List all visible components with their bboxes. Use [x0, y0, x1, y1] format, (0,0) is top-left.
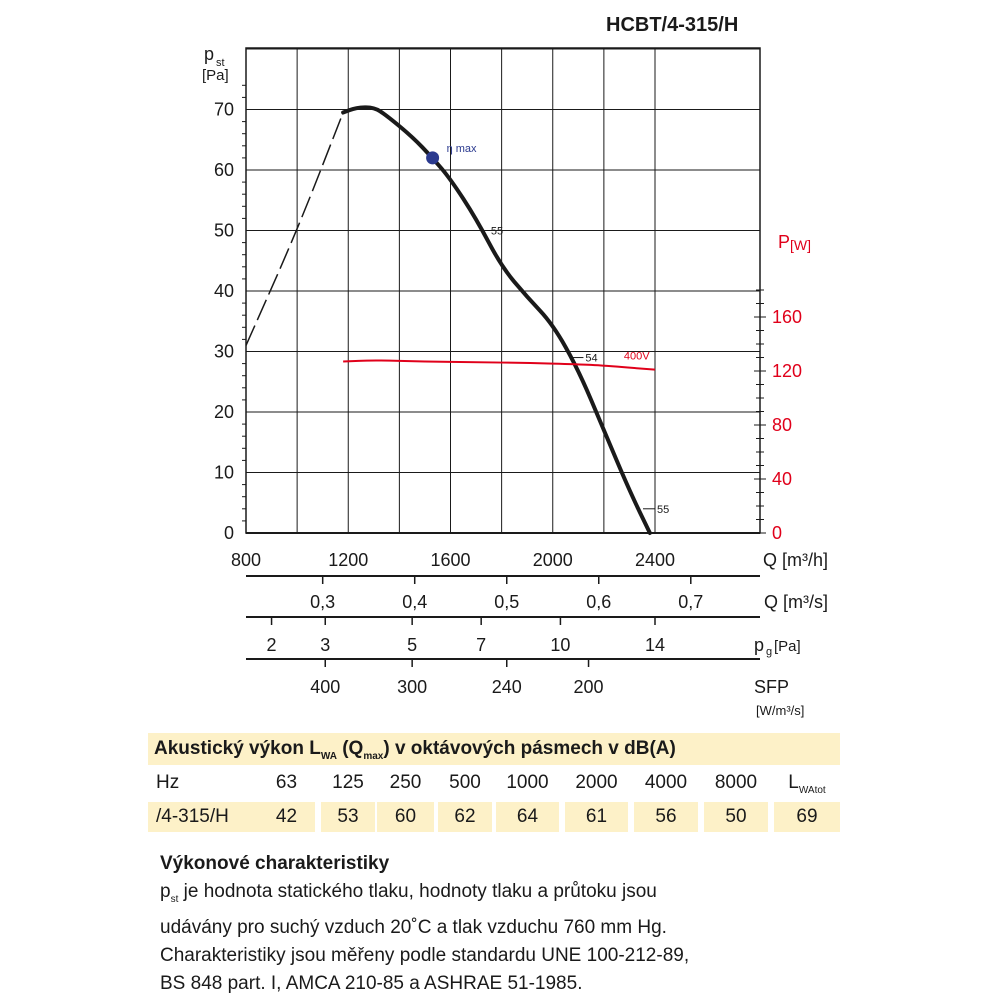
y-right-tick-label: 160: [772, 307, 802, 327]
band-value: 62: [438, 802, 492, 832]
secondary-scale-unit-sub: g: [766, 646, 772, 658]
model-title: HCBT/4-315/H: [606, 14, 739, 36]
hz-label: Hz: [156, 772, 180, 793]
eta-max-label: η max: [447, 143, 477, 155]
secondary-scale-label: 300: [397, 677, 427, 697]
chart-ticks: 0 10 20 30 40 50 60 70 p st[Pa] 0 40 80 120 160 P [W] 800…: [202, 44, 828, 570]
acoustic-value-row: /4-315/H 42 53 60 62 64 61 56 50 69: [148, 802, 840, 832]
description-line-2: udávány pro suchý vzduch 20˚C a tlak vzd…: [160, 916, 667, 938]
secondary-scale-label: 2: [267, 635, 277, 655]
band-1000: 1000: [506, 772, 549, 793]
description-line-1: pst je hodnota statického tlaku, hodnoty…: [160, 881, 657, 905]
y-left-tick-label: 70: [214, 100, 234, 120]
y-right-tick-label: 120: [772, 361, 802, 381]
acoustic-header-row: Hz 63 125 250 500 1000 2000 4000 8000 LWAtot: [148, 768, 840, 798]
row-label: /4-315/H: [148, 802, 258, 832]
secondary-scale-unit2: [W/m³/s]: [756, 703, 804, 718]
y-right-tick-label: 40: [772, 469, 792, 489]
band-value: 50: [704, 802, 768, 832]
x-tick-label: 800: [231, 550, 261, 570]
y-left-unit: [Pa]: [202, 67, 229, 84]
eta-max-marker: [426, 151, 440, 165]
y-left-tick-label: 30: [214, 342, 234, 362]
y-right-tick-label: 80: [772, 415, 792, 435]
y-right-label: P: [778, 232, 790, 252]
band-value: 42: [258, 802, 315, 832]
band-value: 53: [321, 802, 375, 832]
y-left-label: p: [204, 44, 214, 64]
description-line-3: Charakteristiky jsou měřeny podle standa…: [160, 944, 690, 966]
annotation-label: 55: [491, 226, 503, 238]
secondary-scale-label: 5: [407, 635, 417, 655]
secondary-scale-unit-rest: [Pa]: [774, 638, 801, 655]
annotation-label: 55: [657, 504, 669, 516]
description-heading: Výkonové charakteristiky: [160, 853, 390, 874]
secondary-scale-unit: SFP: [754, 677, 789, 697]
band-125: 125: [332, 772, 364, 793]
power-curve-label: 400V: [624, 351, 650, 363]
x-tick-label: 2000: [533, 550, 573, 570]
band-8000: 8000: [714, 772, 758, 793]
secondary-scale-label: 0,3: [310, 592, 335, 612]
band-value: 61: [565, 802, 628, 832]
secondary-scale-label: 0,7: [678, 592, 703, 612]
band-63: 63: [275, 772, 298, 793]
y-left-tick-label: 50: [214, 221, 234, 241]
description-line-4: BS 848 part. I, AMCA 210-85 a ASHRAE 51-…: [160, 972, 583, 994]
band-value: 69: [774, 802, 840, 832]
x-tick-label: 1600: [430, 550, 470, 570]
secondary-scales: 0,3 0,4 0,5 0,6 0,7 Q [m³/s] 2 3 5 7 10 14 p g [Pa] 400…: [246, 575, 828, 718]
band-250: 250: [389, 772, 422, 793]
y-left-tick-label: 60: [214, 160, 234, 180]
pressure-curve: [341, 105, 652, 535]
x-tick-label: 2400: [635, 550, 675, 570]
band-value: 64: [496, 802, 559, 832]
x-axis-label: Q [m³/h]: [763, 550, 828, 570]
y-left-tick-label: 20: [214, 402, 234, 422]
y-right-unit: [W]: [790, 237, 811, 253]
secondary-scale-label: 14: [645, 635, 665, 655]
description: Výkonové charakteristiky pst je hodnota …: [160, 850, 860, 998]
secondary-scale-label: 200: [574, 677, 604, 697]
x-tick-label: 1200: [328, 550, 368, 570]
band-value: 60: [377, 802, 434, 832]
secondary-scale-label: 10: [550, 635, 570, 655]
acoustic-title: Akustický výkon LWA (Qmax) v oktávových …: [148, 733, 840, 765]
power-curve: [343, 359, 656, 371]
secondary-scale-label: 3: [320, 635, 330, 655]
secondary-scale-label: 7: [476, 635, 486, 655]
chart-axes: [242, 47, 766, 534]
y-left-label-sub: st: [216, 57, 225, 69]
secondary-scale-label: 0,4: [402, 592, 427, 612]
secondary-scale-label: 0,6: [586, 592, 611, 612]
y-right-tick-label: 0: [772, 523, 782, 543]
secondary-scale-label: 400: [310, 677, 340, 697]
band-value: 56: [634, 802, 698, 832]
pressure-curve-dashed: [245, 112, 344, 346]
total-label: LWAtot: [788, 772, 826, 796]
secondary-scale-unit: p: [754, 635, 764, 655]
band-4000: 4000: [644, 772, 688, 793]
chart-grid: [245, 48, 760, 534]
band-2000: 2000: [575, 772, 618, 793]
y-left-tick-label: 40: [214, 281, 234, 301]
annotation-label: 54: [585, 353, 597, 365]
chart-curves: 400V η max 55 54 55: [245, 105, 669, 535]
secondary-scale-unit: Q [m³/s]: [764, 592, 828, 612]
secondary-scale-label: 0,5: [494, 592, 519, 612]
y-left-tick-label: 0: [224, 523, 234, 543]
band-500: 500: [449, 772, 481, 793]
y-left-tick-label: 10: [214, 463, 234, 483]
secondary-scale-label: 240: [492, 677, 522, 697]
